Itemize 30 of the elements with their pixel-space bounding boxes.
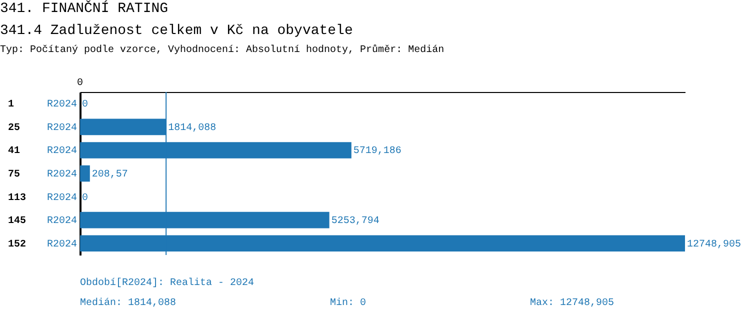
series-label: R2024 [47,122,78,134]
data-label: 5253,794 [331,216,380,228]
data-label: 0 [82,100,88,111]
text: Typ: Počítaný podle vzorce, Vyhodnocení: Absolutní hodnoty, Průměr: Medián [0,44,444,56]
data-label: 1814,088 [168,122,216,134]
text: R2024 [47,146,78,158]
y-tick-label: 145 [8,216,26,228]
y-tick-label: 1 [8,100,14,111]
data-label: 0 [82,192,88,204]
text: R2024 [47,192,78,204]
text: R2024 [47,239,78,250]
text: Min: 0 [330,297,366,309]
text: R2024 [47,216,78,228]
text: Období[R2024]: Realita - 2024 [80,277,254,289]
data-label: 12748,905 [687,239,742,250]
text: R2024 [47,170,78,180]
y-tick-label: 41 [8,146,20,158]
text: R2024 [47,100,78,111]
chart-subtitle: 341.4 Zadluženost celkem v Kč na obyvatele [0,23,353,39]
chart-title: 341. FINANČNÍ RATING [0,0,168,17]
y-tick-label: 75 [8,170,20,180]
data-label: 208,57 [92,170,128,180]
text: 0 [77,78,84,89]
y-tick-label: 113 [8,192,26,204]
text: Max: 12748,905 [530,298,614,309]
data-label: 5719,186 [353,146,402,158]
y-tick-label: 152 [8,239,26,250]
text: Medián: 1814,088 [80,297,176,309]
y-tick-label: 25 [8,122,20,134]
bar [80,165,90,182]
